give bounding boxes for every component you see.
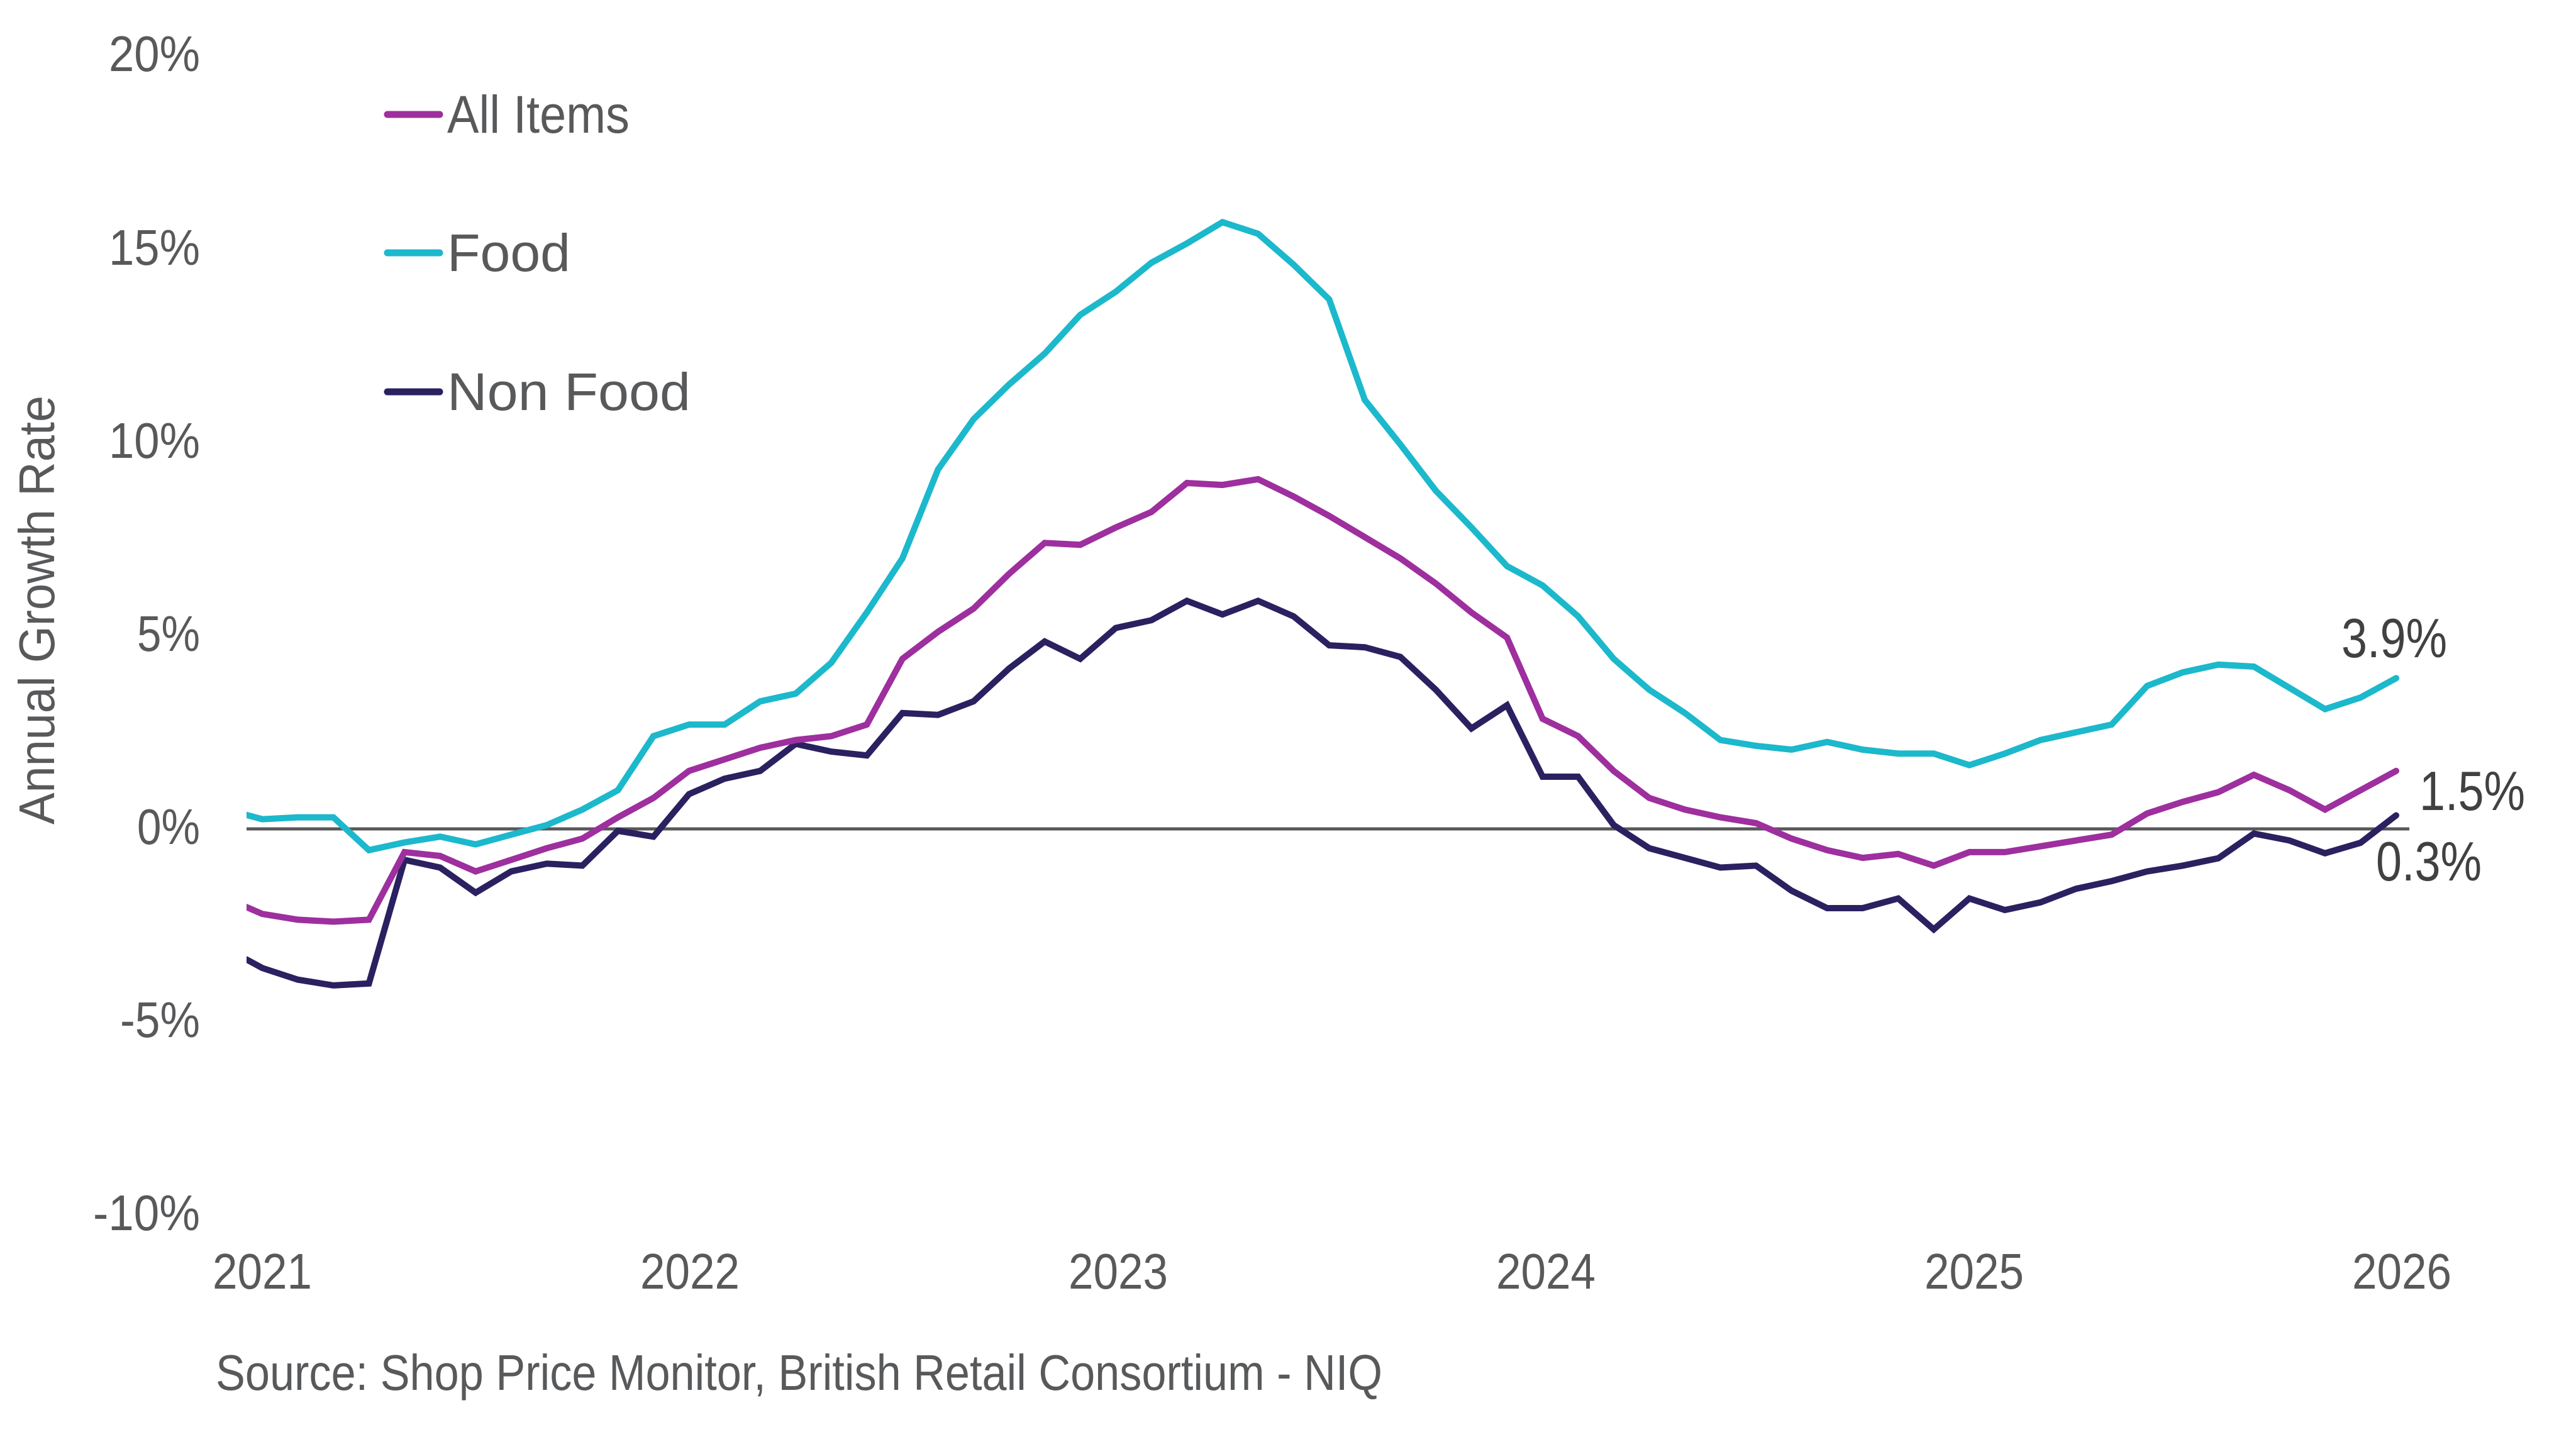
svg-text:3.9%: 3.9% bbox=[2341, 607, 2447, 669]
svg-text:2022: 2022 bbox=[640, 1243, 740, 1299]
svg-text:5%: 5% bbox=[137, 606, 200, 662]
svg-text:0%: 0% bbox=[137, 799, 200, 855]
svg-text:15%: 15% bbox=[109, 219, 200, 275]
svg-text:-10%: -10% bbox=[93, 1185, 200, 1241]
svg-text:20%: 20% bbox=[109, 26, 200, 82]
svg-text:2026: 2026 bbox=[2352, 1243, 2451, 1299]
svg-text:2023: 2023 bbox=[1069, 1243, 1168, 1299]
svg-text:10%: 10% bbox=[109, 413, 200, 469]
svg-text:Source: Shop Price Monitor, Br: Source: Shop Price Monitor, British Reta… bbox=[216, 1345, 1382, 1401]
svg-text:-5%: -5% bbox=[120, 992, 200, 1048]
svg-text:All Items: All Items bbox=[447, 85, 630, 144]
svg-text:Annual Growth Rate: Annual Growth Rate bbox=[9, 396, 65, 824]
svg-text:2025: 2025 bbox=[1924, 1243, 2024, 1299]
svg-text:0.3%: 0.3% bbox=[2376, 830, 2482, 892]
svg-text:Non Food: Non Food bbox=[447, 362, 691, 421]
svg-text:1.5%: 1.5% bbox=[2419, 760, 2525, 822]
svg-text:Food: Food bbox=[447, 223, 570, 282]
svg-text:2021: 2021 bbox=[213, 1243, 312, 1299]
svg-text:2024: 2024 bbox=[1496, 1243, 1596, 1299]
